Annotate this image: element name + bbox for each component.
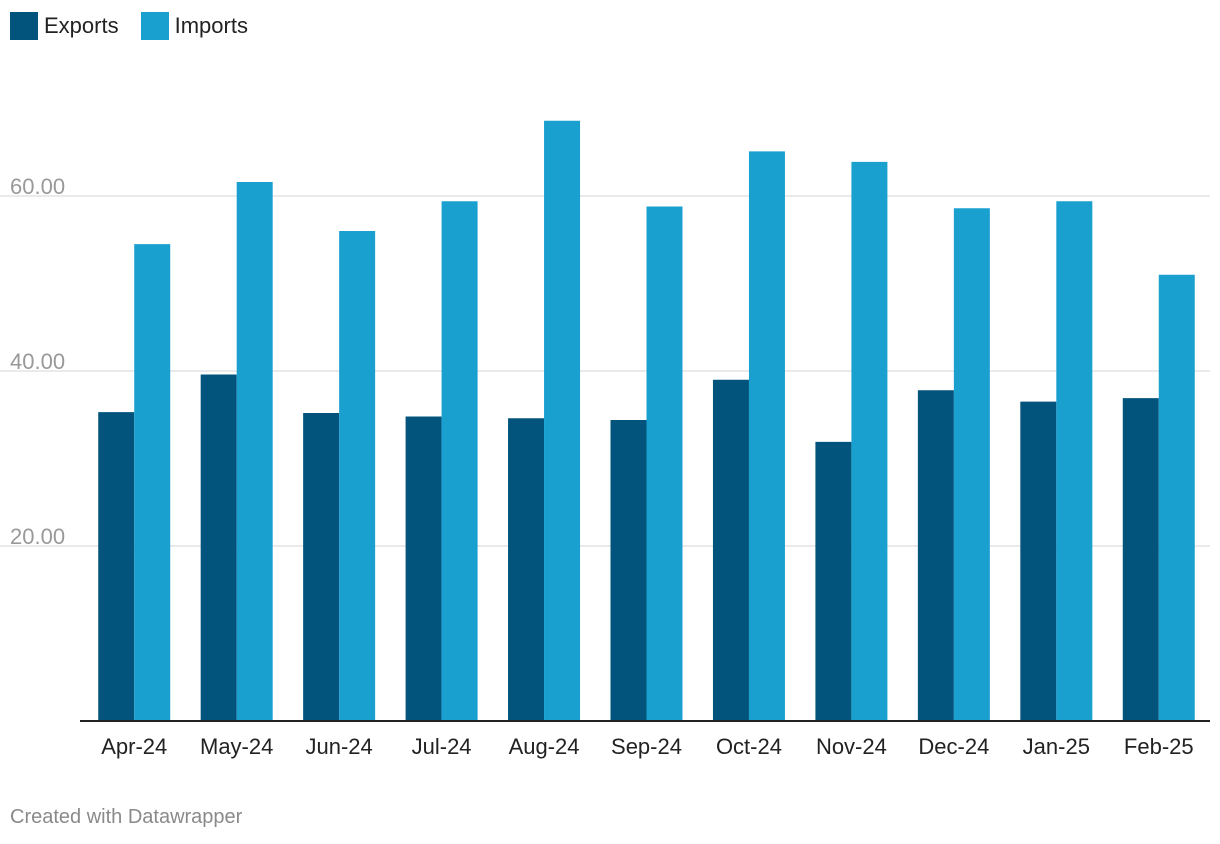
x-tick-label: Oct-24	[716, 734, 782, 759]
bar-imports-may-24	[236, 182, 273, 721]
bar-exports-oct-24	[712, 379, 749, 721]
bar-exports-jul-24	[405, 416, 442, 721]
bar-imports-apr-24	[134, 244, 171, 721]
legend-swatch-exports	[10, 12, 38, 40]
x-tick-label: May-24	[200, 734, 273, 759]
bar-imports-jul-24	[441, 201, 478, 721]
x-tick-label: Jun-24	[305, 734, 372, 759]
bar-imports-feb-25	[1158, 274, 1195, 721]
legend-item-imports: Imports	[140, 12, 248, 40]
bar-exports-feb-25	[1122, 398, 1159, 721]
bar-exports-nov-24	[815, 441, 852, 721]
y-tick-label: 60.00	[10, 174, 65, 199]
x-tick-label: Feb-25	[1124, 734, 1194, 759]
y-tick-label: 20.00	[10, 524, 65, 549]
x-tick-label: Sep-24	[611, 734, 682, 759]
legend: Exports Imports	[10, 12, 270, 40]
bar-exports-jan-25	[1020, 401, 1057, 721]
x-tick-label: Aug-24	[509, 734, 580, 759]
bar-exports-jun-24	[303, 413, 340, 721]
bar-imports-jun-24	[339, 231, 376, 721]
bar-imports-oct-24	[748, 151, 785, 721]
x-tick-label: Jan-25	[1023, 734, 1090, 759]
bar-exports-may-24	[200, 374, 237, 721]
y-tick-label: 40.00	[10, 349, 65, 374]
bar-exports-apr-24	[98, 412, 135, 721]
x-axis: Apr-24 May-24 Jun-24 Jul-24 Aug-24 Sep-24 Oct-…	[80, 720, 1210, 759]
bar-exports-aug-24	[508, 418, 545, 721]
footer-credit: Created with Datawrapper	[10, 806, 243, 828]
bar-imports-aug-24	[544, 120, 581, 721]
bar-imports-dec-24	[953, 208, 990, 721]
bar-imports-nov-24	[851, 161, 888, 721]
legend-label-exports: Exports	[44, 13, 119, 38]
bar-imports-sep-24	[646, 206, 683, 721]
bars	[98, 120, 1195, 721]
bar-exports-dec-24	[917, 390, 954, 721]
x-tick-label: Nov-24	[816, 734, 887, 759]
legend-swatch-imports	[140, 12, 169, 40]
x-tick-label: Jul-24	[412, 734, 472, 759]
legend-label-imports: Imports	[174, 13, 248, 38]
gridlines: 20.00 40.00 60.00	[0, 174, 1210, 549]
x-tick-label: Apr-24	[101, 734, 167, 759]
x-tick-label: Dec-24	[918, 734, 989, 759]
legend-item-exports: Exports	[10, 12, 119, 40]
bar-imports-jan-25	[1056, 201, 1093, 721]
bar-exports-sep-24	[610, 420, 647, 721]
